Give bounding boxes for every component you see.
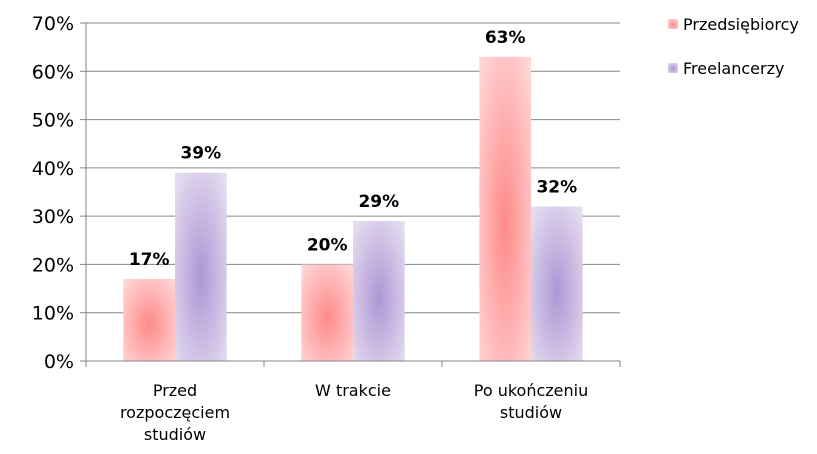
x-category-label: rozpoczęciem bbox=[120, 403, 230, 422]
data-label: 17% bbox=[129, 250, 170, 270]
bar-freelancerzy bbox=[531, 206, 583, 361]
y-tick-label: 10% bbox=[32, 303, 74, 325]
x-category-label: Przed bbox=[153, 381, 197, 400]
bar-freelancerzy bbox=[353, 220, 405, 361]
y-tick-label: 0% bbox=[44, 351, 74, 373]
bar-freelancerzy bbox=[175, 172, 227, 361]
legend-label: Freelancerzy bbox=[683, 59, 784, 78]
x-category-label: studiów bbox=[500, 403, 562, 422]
y-tick-label: 70% bbox=[32, 13, 74, 35]
data-label: 39% bbox=[180, 144, 221, 164]
bars bbox=[123, 56, 583, 362]
bar-przedsiębiorcy bbox=[479, 56, 531, 362]
legend-swatch bbox=[668, 63, 678, 73]
y-tick-label: 40% bbox=[32, 158, 74, 180]
x-category-label: W trakcie bbox=[315, 381, 391, 400]
legend-label: Przedsiębiorcy bbox=[683, 15, 799, 34]
data-label: 63% bbox=[485, 28, 526, 48]
legend: Przedsiębiorcy Freelancerzy bbox=[668, 15, 799, 78]
x-category-label: studiów bbox=[144, 425, 206, 444]
y-tick-label: 30% bbox=[32, 206, 74, 228]
y-tick-label: 50% bbox=[32, 110, 74, 132]
axes: 0% 10% 20% 30% 40% 50% 60% 70% Przed rozpoczęciem… bbox=[32, 13, 621, 444]
data-label: 32% bbox=[536, 177, 577, 197]
y-tick-label: 60% bbox=[32, 61, 74, 83]
legend-swatch bbox=[668, 19, 678, 29]
data-labels: 17% 20% 63% 39% 29% 32% bbox=[129, 28, 577, 270]
x-category-label: Po ukończeniu bbox=[474, 381, 588, 400]
data-label: 29% bbox=[358, 192, 399, 212]
bar-przedsiębiorcy bbox=[123, 278, 175, 361]
data-label: 20% bbox=[307, 235, 348, 255]
y-tick-label: 20% bbox=[32, 254, 74, 276]
bar-przedsiębiorcy bbox=[301, 264, 353, 361]
